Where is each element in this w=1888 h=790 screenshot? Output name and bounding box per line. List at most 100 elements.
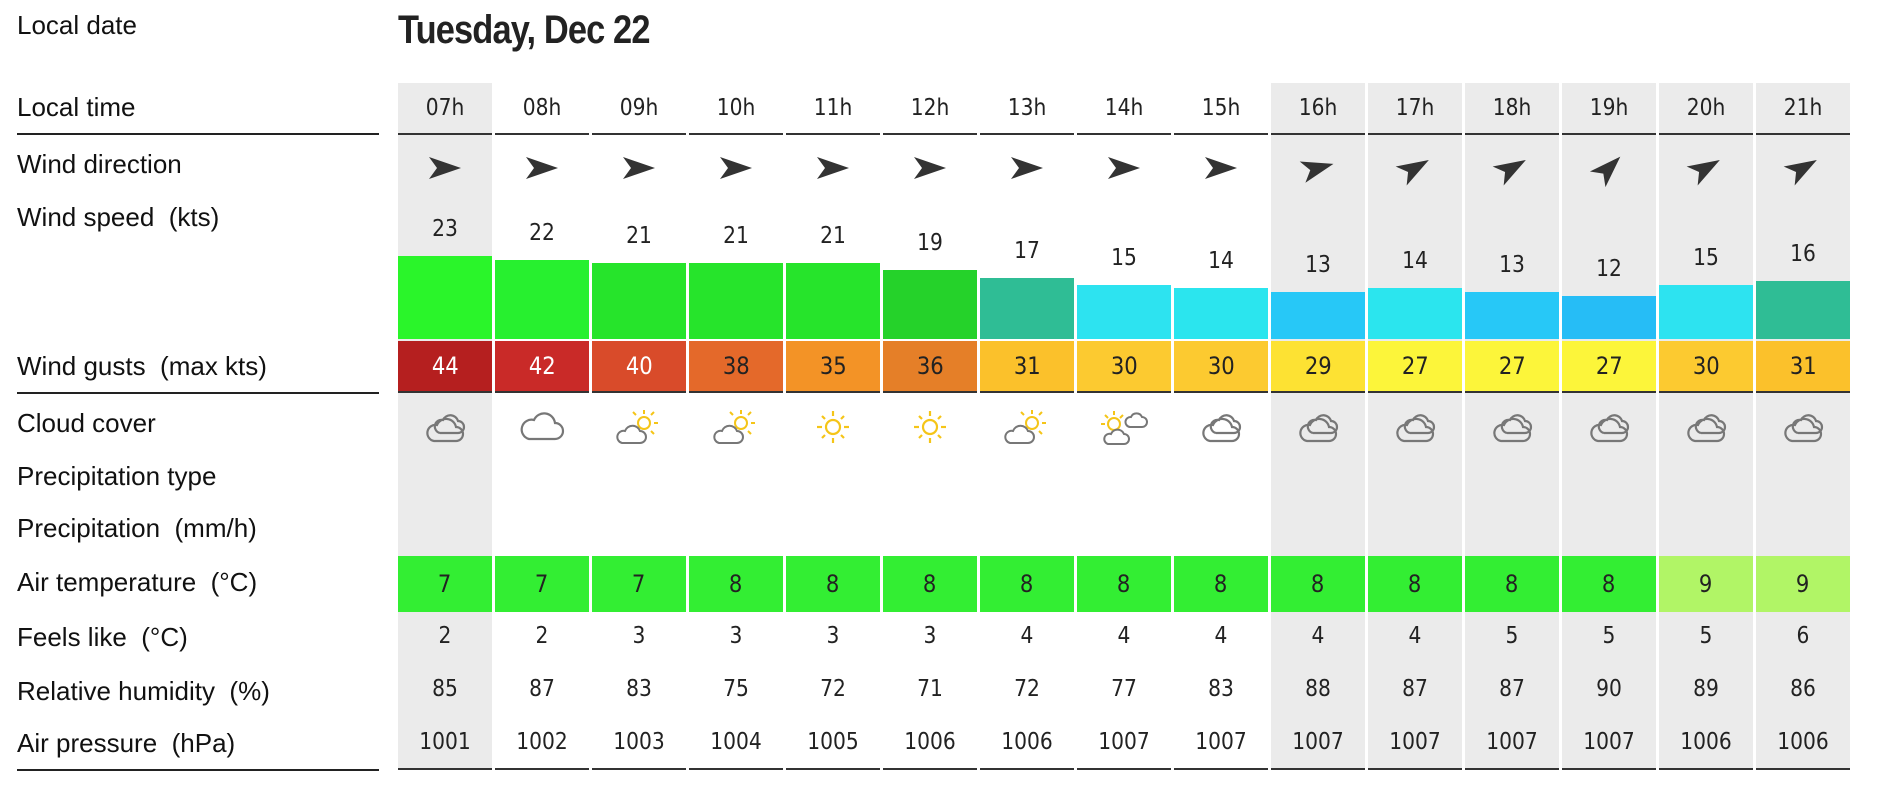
cloud-sun-icon [1174,401,1268,453]
hour-column: 19h 12 27 8 5 90 1007 [1562,83,1656,770]
hour-column: 20h 15 30 9 5 89 1006 [1659,83,1753,770]
wind-direction-label: Wind direction [17,149,182,179]
hour-label: 14h [1104,95,1144,121]
wind-gust-cell: 29 [1271,341,1365,391]
hour-column: 16h 13 29 8 4 88 1007 [1271,83,1365,770]
hour-label: 11h [813,95,853,121]
air-temperature-cell: 8 [1174,556,1268,612]
wind-gust-cell: 35 [786,341,880,391]
cloud-sun-icon [1271,401,1365,453]
humidity-value: 87 [1402,676,1428,702]
local-date-label: Local date [17,10,137,40]
humidity-value: 83 [1208,676,1234,702]
wind-gust-cell: 30 [1174,341,1268,391]
column-divider [398,133,492,135]
hour-label: 21h [1783,95,1823,121]
pressure-value: 1002 [516,729,568,755]
cloud-cover-label: Cloud cover [17,408,156,438]
column-divider [592,133,686,135]
pressure-value: 1001 [419,729,471,755]
feels-like-value: 3 [729,623,743,649]
hour-column: 11h 21 35 8 3 72 1005 [786,83,880,770]
partly-sunny-icon [689,401,783,453]
wind-speed-bar [689,263,783,339]
wind-speed-bar [398,256,492,339]
feels-like-value: 4 [1311,623,1325,649]
pressure-value: 1007 [1389,729,1441,755]
wind-arrow-icon [689,148,783,188]
air-temperature-cell: 8 [1465,556,1559,612]
wind-gust-cell: 31 [1756,341,1850,391]
feels-like-value: 4 [1214,623,1228,649]
column-divider [1562,768,1656,770]
wind-speed-bar [1756,281,1850,339]
wind-speed-bar [786,263,880,339]
partly-sunny-icon [592,401,686,453]
hour-column: 12h 19 36 8 3 71 1006 [883,83,977,770]
feels-like-value: 4 [1408,623,1422,649]
pressure-value: 1006 [1680,729,1732,755]
hour-label: 10h [716,95,756,121]
wind-arrow-icon [398,148,492,188]
wind-gust-cell: 31 [980,341,1074,391]
wind-arrow-icon [1174,148,1268,188]
wind-gust-cell: 27 [1368,341,1462,391]
wind-speed-bar [592,263,686,339]
feels-like-value: 4 [1020,623,1034,649]
cloud-sun-icon [398,401,492,453]
wind-speed-value: 19 [917,230,943,256]
column-divider [1077,391,1171,393]
wind-speed-value: 22 [529,220,555,246]
pressure-value: 1006 [1001,729,1053,755]
sun-clouds-icon [1077,401,1171,453]
hour-column: 08h 22 42 7 2 87 1002 [495,83,589,770]
hour-label: 16h [1298,95,1338,121]
wind-arrow-icon [883,148,977,188]
pressure-value: 1007 [1098,729,1150,755]
wind-speed-value: 13 [1499,252,1525,278]
wind-gust-cell: 38 [689,341,783,391]
hour-label: 13h [1007,95,1047,121]
column-divider [1659,391,1753,393]
pressure-value: 1003 [613,729,665,755]
hour-column: 17h 14 27 8 4 87 1007 [1368,83,1462,770]
column-divider [1368,133,1462,135]
label-divider [17,392,379,394]
cloud-sun-icon [1465,401,1559,453]
pressure-value: 1007 [1292,729,1344,755]
column-divider [495,768,589,770]
wind-speed-bar [1659,285,1753,339]
humidity-value: 88 [1305,676,1331,702]
wind-speed-bar [980,278,1074,339]
air-temperature-cell: 8 [1368,556,1462,612]
humidity-value: 90 [1596,676,1622,702]
humidity-value: 77 [1111,676,1137,702]
column-divider [592,391,686,393]
air-temperature-cell: 9 [1756,556,1850,612]
wind-speed-value: 21 [820,223,846,249]
column-divider [1174,768,1268,770]
pressure-value: 1006 [1777,729,1829,755]
air-temperature-cell: 8 [1562,556,1656,612]
humidity-value: 71 [917,676,943,702]
hour-label: 08h [522,95,562,121]
humidity-value: 89 [1693,676,1719,702]
hour-label: 09h [619,95,659,121]
wind-arrow-icon [592,148,686,188]
wind-gust-cell: 40 [592,341,686,391]
wind-gust-cell: 27 [1465,341,1559,391]
column-divider [980,768,1074,770]
wind-arrow-icon [786,148,880,188]
column-divider [1077,133,1171,135]
column-divider [883,133,977,135]
wind-speed-bar [1174,288,1268,339]
pressure-value: 1007 [1583,729,1635,755]
air-temperature-cell: 7 [398,556,492,612]
pressure-value: 1004 [710,729,762,755]
column-divider [980,391,1074,393]
humidity-value: 87 [529,676,555,702]
hour-label: 19h [1589,95,1629,121]
feels-like-value: 3 [923,623,937,649]
column-divider [1465,768,1559,770]
label-divider [17,769,379,771]
